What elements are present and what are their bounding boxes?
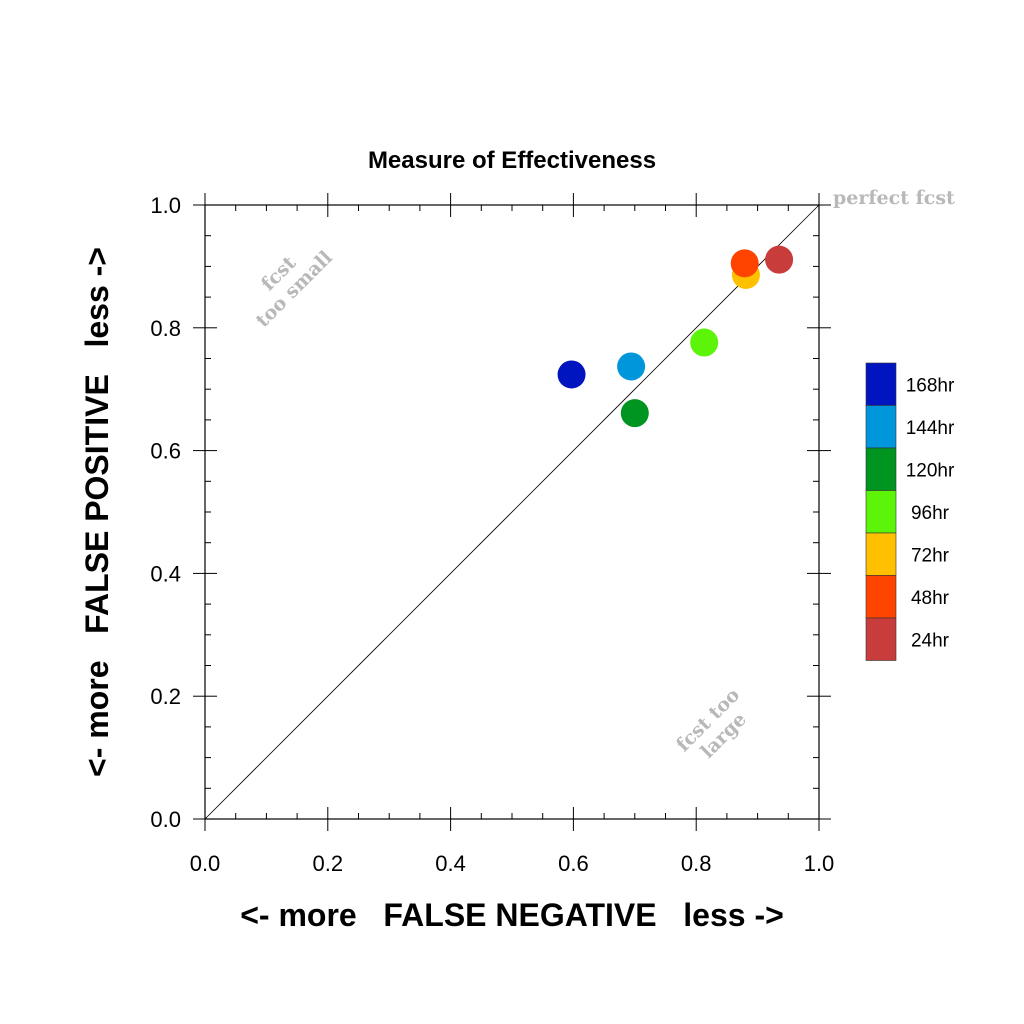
legend-swatch-120hr bbox=[865, 447, 897, 491]
x-tick-labels: 0.0 0.2 0.4 0.6 0.8 1.0 bbox=[190, 851, 835, 876]
data-point-144hr bbox=[617, 352, 646, 381]
data-point-48hr bbox=[730, 249, 759, 278]
x-tick-label: 0.2 bbox=[313, 851, 344, 876]
y-tick-label: 0.2 bbox=[150, 684, 181, 709]
legend-label-72hr: 72hr bbox=[911, 545, 950, 566]
legend-swatch-96hr bbox=[865, 490, 897, 534]
x-tick-label: 0.6 bbox=[558, 851, 589, 876]
data-points bbox=[557, 245, 794, 428]
data-point-96hr bbox=[690, 328, 719, 357]
annotation-fcst-too-large: fcst too large bbox=[672, 684, 751, 763]
chart-title: Measure of Effectiveness bbox=[368, 147, 656, 174]
tick-marks bbox=[193, 193, 831, 831]
y-tick-label: 0.4 bbox=[150, 561, 181, 586]
legend-swatch-24hr bbox=[865, 617, 897, 661]
legend-label-48hr: 48hr bbox=[911, 588, 950, 609]
data-point-168hr bbox=[557, 360, 586, 389]
x-axis-label: <- more FALSE NEGATIVE less -> bbox=[240, 897, 784, 933]
annotation-fcst-too-small: fcst too small bbox=[252, 247, 337, 332]
annotation-perfect-fcst: perfect fcst bbox=[833, 187, 955, 209]
y-tick-label: 0.8 bbox=[150, 316, 181, 341]
x-tick-label: 0.0 bbox=[190, 851, 221, 876]
y-tick-label: 1.0 bbox=[150, 193, 181, 218]
legend-swatch-48hr bbox=[865, 575, 897, 619]
legend-swatch-72hr bbox=[865, 532, 897, 576]
legend-label-168hr: 168hr bbox=[906, 375, 955, 396]
data-point-120hr bbox=[620, 399, 649, 428]
data-point-24hr bbox=[765, 245, 794, 274]
y-tick-labels: 0.0 0.2 0.4 0.6 0.8 1.0 bbox=[150, 193, 181, 832]
y-tick-label: 0.0 bbox=[150, 807, 181, 832]
legend-swatch-144hr bbox=[865, 405, 897, 449]
x-tick-label: 1.0 bbox=[804, 851, 835, 876]
y-axis-label: <- more FALSE POSITIVE less -> bbox=[79, 247, 115, 777]
annotation-too-small-line2: too small bbox=[252, 247, 337, 332]
legend: 168hr 144hr 120hr 96hr 72hr 48hr 24hr bbox=[865, 362, 955, 661]
legend-label-96hr: 96hr bbox=[911, 503, 950, 524]
legend-swatch-168hr bbox=[865, 362, 897, 406]
y-tick-label: 0.6 bbox=[150, 439, 181, 464]
x-tick-label: 0.8 bbox=[681, 851, 712, 876]
legend-label-24hr: 24hr bbox=[911, 630, 950, 651]
x-tick-label: 0.4 bbox=[435, 851, 466, 876]
legend-label-144hr: 144hr bbox=[906, 418, 955, 439]
legend-label-120hr: 120hr bbox=[906, 460, 955, 481]
perfect-forecast-diagonal bbox=[204, 204, 820, 820]
